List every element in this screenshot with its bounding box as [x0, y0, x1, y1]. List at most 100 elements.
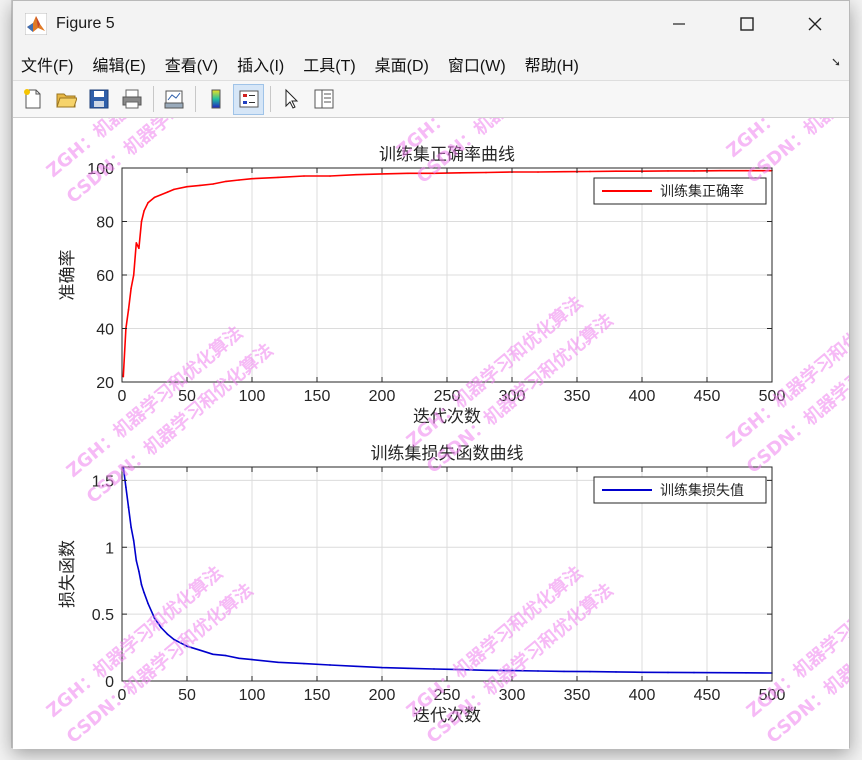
data-point	[459, 668, 461, 671]
insert-colorbar-icon	[211, 89, 220, 109]
data-point	[199, 184, 201, 187]
x-tick-label: 200	[369, 687, 396, 704]
chart-title: 训练集正确率曲线	[379, 145, 515, 164]
x-tick-label: 500	[759, 687, 786, 704]
data-point	[355, 173, 357, 176]
data-point	[745, 672, 747, 674]
y-axis-label: 准确率	[58, 250, 77, 301]
menu-tools[interactable]: 工具(T)	[303, 57, 356, 75]
y-tick-label: 1	[105, 540, 114, 557]
x-tick-label: 150	[304, 388, 331, 405]
x-tick-label: 450	[694, 687, 721, 704]
data-point	[238, 657, 240, 660]
x-tick-label: 100	[239, 388, 266, 405]
menu-window[interactable]: 窗口(W)	[447, 57, 506, 75]
data-point	[459, 172, 461, 174]
window-title: Figure 5	[56, 15, 115, 32]
data-point	[138, 570, 140, 573]
link-plot-button[interactable]	[158, 84, 189, 115]
x-tick-label: 150	[304, 687, 331, 704]
link-plot-icon	[164, 90, 183, 109]
x-tick-label: 50	[178, 687, 196, 704]
close-button[interactable]	[781, 1, 849, 47]
menu-desktop[interactable]: 桌面(D)	[374, 57, 429, 75]
maximize-icon	[740, 17, 754, 31]
title-bar[interactable]: Figure 5	[13, 1, 849, 47]
data-point	[140, 220, 143, 223]
data-point	[130, 526, 132, 528]
x-tick-label: 50	[178, 388, 196, 405]
figure-toolbar	[13, 80, 849, 118]
data-point	[485, 669, 487, 672]
property-inspector-button[interactable]	[308, 84, 339, 115]
new-figure-button[interactable]	[17, 84, 48, 115]
data-point	[407, 667, 409, 670]
data-point	[212, 183, 214, 185]
menu-edit[interactable]: 编辑(E)	[92, 57, 146, 75]
data-point	[433, 172, 435, 175]
data-point	[140, 583, 143, 586]
data-point	[251, 177, 253, 180]
save-button[interactable]	[83, 84, 114, 115]
x-tick-label: 0	[118, 388, 127, 405]
data-point	[433, 668, 435, 670]
edit-plot-button[interactable]	[275, 84, 306, 115]
new-figure-icon	[23, 89, 40, 109]
y-tick-label: 0.5	[92, 607, 114, 624]
background-window-right	[850, 0, 862, 760]
toolbar-separator	[195, 86, 196, 112]
data-point	[173, 188, 175, 191]
toolbar-separator	[153, 86, 154, 112]
data-point	[381, 666, 383, 669]
x-tick-label: 400	[629, 388, 656, 405]
data-point	[277, 661, 279, 664]
data-point	[153, 196, 156, 199]
data-point	[238, 179, 240, 181]
x-tick-label: 100	[239, 687, 266, 704]
data-point	[537, 171, 539, 173]
data-point	[143, 210, 145, 212]
legend-label: 训练集损失值	[660, 482, 744, 498]
data-point	[132, 274, 135, 276]
print-button[interactable]	[116, 84, 147, 115]
data-point	[277, 176, 279, 179]
data-point	[693, 671, 695, 674]
x-tick-label: 0	[118, 687, 127, 704]
data-point	[667, 170, 669, 172]
data-point	[147, 602, 149, 605]
insert-colorbar-button[interactable]	[200, 84, 231, 115]
dock-arrow-icon[interactable]: ➘	[830, 55, 841, 69]
menu-help[interactable]: 帮助(H)	[524, 57, 579, 75]
data-point	[186, 185, 188, 188]
x-tick-label: 200	[369, 388, 396, 405]
data-point	[135, 559, 138, 562]
y-tick-label: 1.5	[92, 473, 114, 490]
data-point	[407, 172, 409, 175]
menu-file[interactable]: 文件(F)	[21, 57, 74, 75]
matlab-logo-icon	[25, 13, 47, 35]
data-point	[153, 617, 156, 619]
data-point	[225, 654, 227, 657]
x-axis-label: 迭代次数	[413, 706, 481, 725]
x-tick-label: 400	[629, 687, 656, 704]
x-tick-label: 350	[564, 687, 591, 704]
data-point	[186, 645, 188, 648]
menu-view[interactable]: 查看(V)	[164, 57, 219, 75]
x-tick-label: 350	[564, 388, 591, 405]
data-point	[303, 662, 305, 665]
insert-legend-icon	[239, 90, 258, 108]
open-file-button[interactable]	[50, 84, 81, 115]
insert-legend-button[interactable]	[233, 83, 264, 115]
data-point	[225, 180, 227, 183]
data-point	[138, 247, 140, 250]
figure-canvas: 0 50 100 150 200 250 300 350 400 450 500 20 40 60 80 10…	[13, 2, 862, 749]
data-point	[127, 308, 130, 311]
menu-insert[interactable]: 插入(I)	[237, 57, 285, 75]
data-point	[355, 665, 357, 668]
menu-bar: 文件(F) 编辑(E) 查看(V) 插入(I) 工具(T) 桌面(D) 窗口(W…	[13, 47, 849, 80]
minimize-button[interactable]	[645, 1, 713, 47]
x-tick-label: 250	[434, 388, 461, 405]
maximize-button[interactable]	[713, 1, 781, 47]
x-tick-label: 300	[499, 388, 526, 405]
data-point	[132, 539, 135, 542]
